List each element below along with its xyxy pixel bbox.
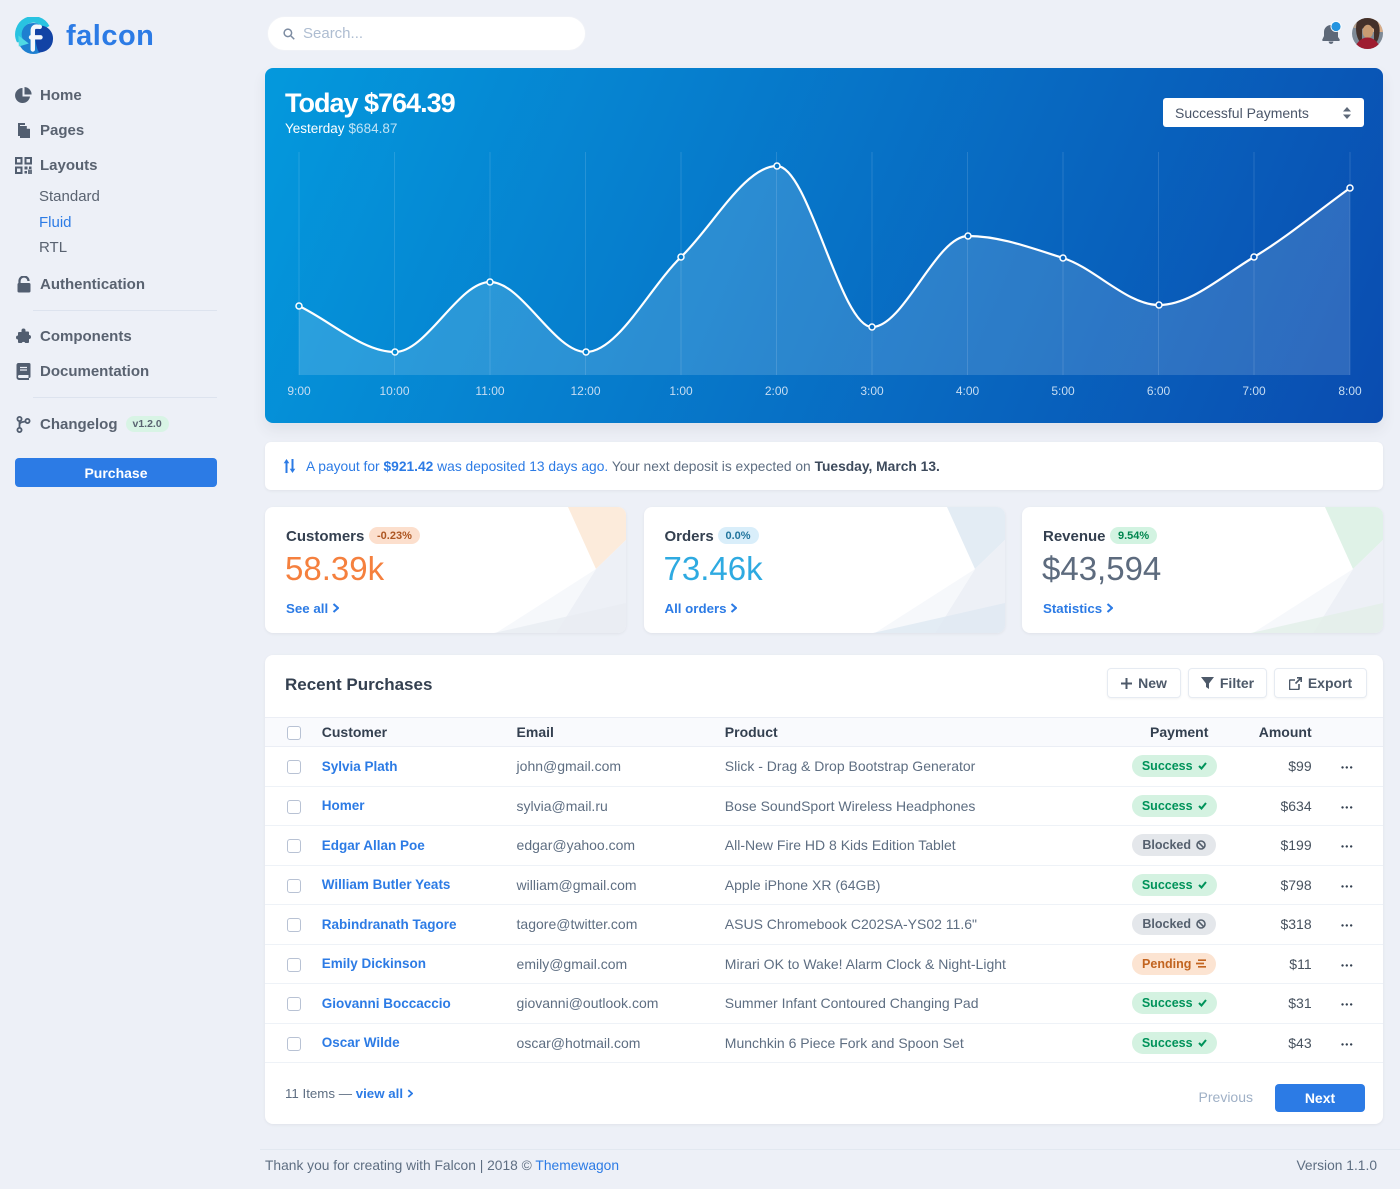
svg-text:1:00: 1:00	[669, 384, 693, 398]
svg-text:10:00: 10:00	[379, 384, 409, 398]
svg-text:2:00: 2:00	[765, 384, 789, 398]
svg-text:6:00: 6:00	[1147, 384, 1171, 398]
svg-text:12:00: 12:00	[570, 384, 600, 398]
svg-text:7:00: 7:00	[1242, 384, 1266, 398]
svg-text:9:00: 9:00	[287, 384, 311, 398]
svg-text:4:00: 4:00	[956, 384, 980, 398]
svg-text:5:00: 5:00	[1051, 384, 1075, 398]
svg-text:11:00: 11:00	[475, 384, 504, 398]
svg-text:8:00: 8:00	[1338, 384, 1362, 398]
svg-text:3:00: 3:00	[860, 384, 884, 398]
